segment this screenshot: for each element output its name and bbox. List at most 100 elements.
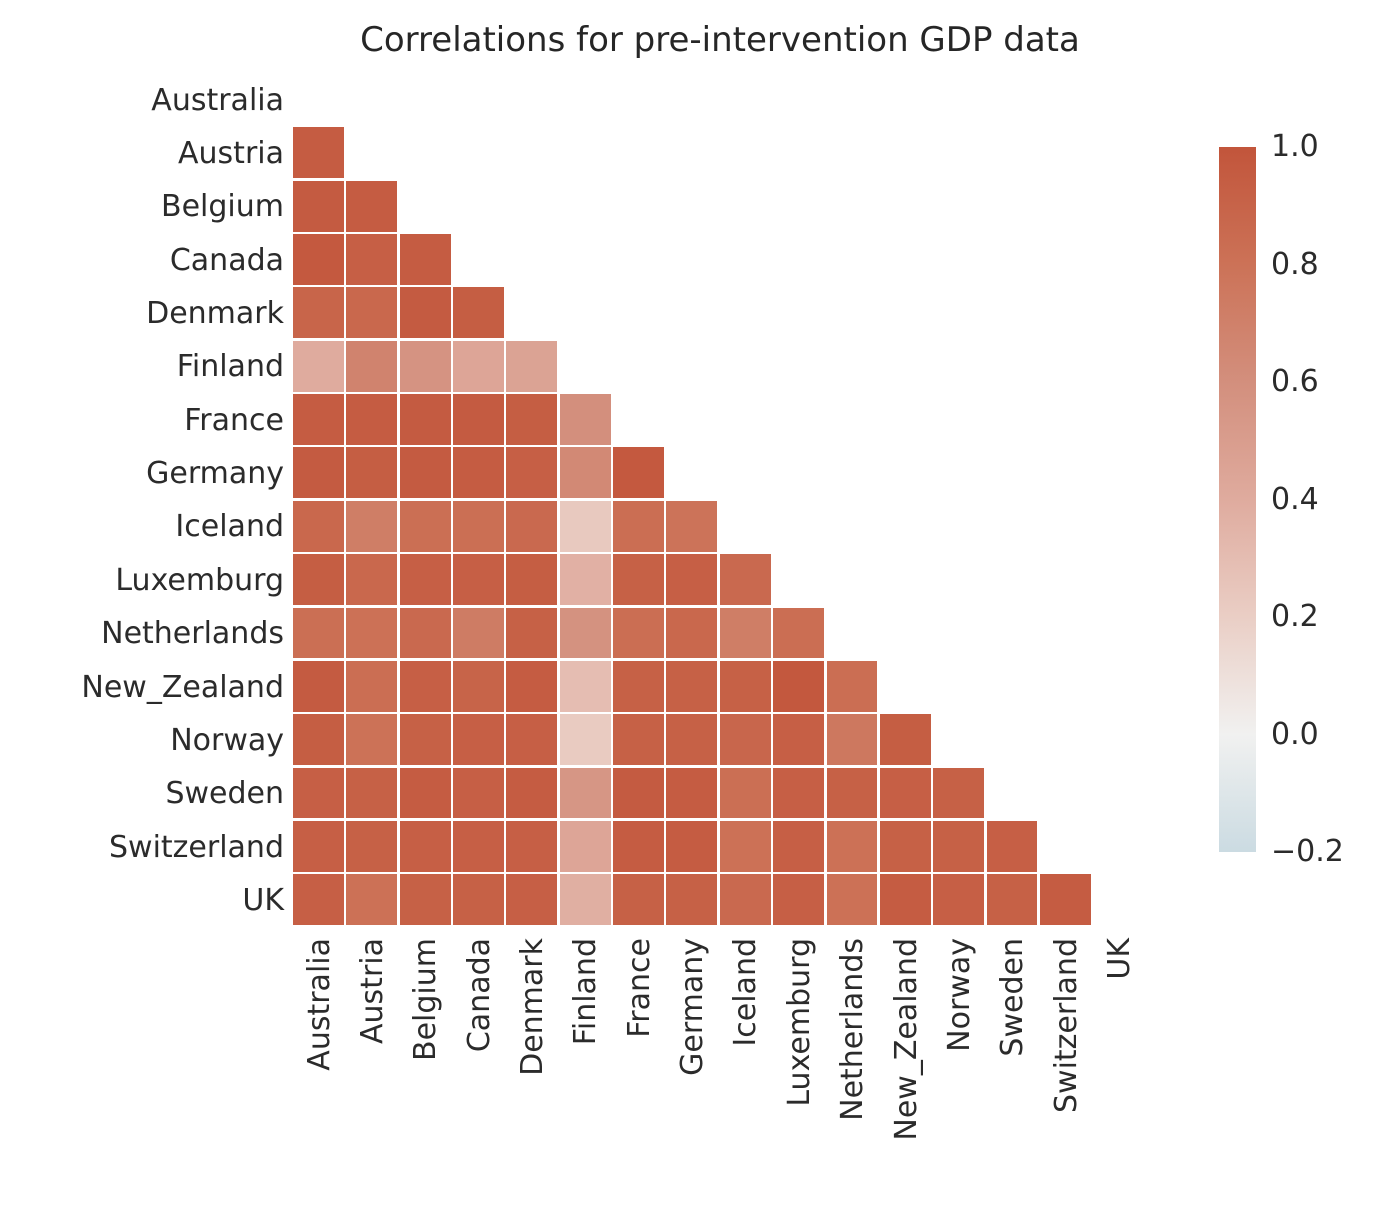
heatmap-cell <box>506 447 558 499</box>
heatmap-cell <box>346 340 398 392</box>
heatmap-cell <box>559 767 611 819</box>
heatmap-cell <box>506 714 558 766</box>
y-axis-label: Netherlands <box>101 616 284 652</box>
heatmap-cell <box>346 607 398 659</box>
heatmap-cell <box>719 767 771 819</box>
x-axis-label: Canada <box>461 938 497 1053</box>
y-axis-label: Switzerland <box>109 829 284 865</box>
heatmap-cell <box>346 874 398 926</box>
heatmap-cell <box>399 714 451 766</box>
heatmap-cell <box>346 554 398 606</box>
heatmap-cell <box>613 820 665 872</box>
y-axis-label: Iceland <box>175 509 284 545</box>
heatmap-cell <box>666 607 718 659</box>
heatmap-cell <box>453 660 504 712</box>
heatmap-cell <box>559 447 611 499</box>
heatmap-cell <box>506 660 558 712</box>
x-axis-label: Sweden <box>995 938 1031 1057</box>
x-axis-label: Austria <box>355 938 391 1044</box>
heatmap-cell <box>453 394 504 446</box>
heatmap-cell <box>773 607 825 659</box>
heatmap-cell <box>293 500 344 552</box>
heatmap-cell <box>1039 874 1091 926</box>
heatmap-cell <box>453 767 504 819</box>
heatmap-cell <box>399 394 451 446</box>
heatmap-cell <box>346 820 398 872</box>
heatmap-cell <box>506 340 558 392</box>
heatmap-cell <box>453 340 504 392</box>
heatmap-cell <box>346 180 398 232</box>
heatmap-cell <box>506 554 558 606</box>
heatmap-cell <box>559 554 611 606</box>
heatmap-cell <box>399 767 451 819</box>
heatmap-cell <box>453 500 504 552</box>
y-axis-label: Australia <box>151 82 284 118</box>
heatmap-cell <box>453 714 504 766</box>
heatmap-cell <box>293 714 344 766</box>
heatmap-cell <box>399 447 451 499</box>
heatmap-cell <box>453 607 504 659</box>
colorbar-tick-label: 0.8 <box>1271 246 1319 282</box>
x-axis-label: Luxemburg <box>781 938 817 1107</box>
heatmap-cell <box>773 820 825 872</box>
heatmap-cell <box>293 820 344 872</box>
heatmap-cell <box>773 874 825 926</box>
heatmap-cell <box>879 820 931 872</box>
heatmap-cell <box>613 500 665 552</box>
x-axis-label: UK <box>1101 938 1137 980</box>
heatmap-cell <box>719 874 771 926</box>
heatmap-cell <box>666 660 718 712</box>
heatmap-cell <box>826 874 878 926</box>
heatmap-cell <box>879 767 931 819</box>
x-axis-label: Netherlands <box>835 938 871 1121</box>
heatmap-cell <box>613 874 665 926</box>
heatmap-cell <box>293 180 344 232</box>
y-axis-label: Sweden <box>165 776 284 812</box>
heatmap-cell <box>986 820 1038 872</box>
colorbar-gradient <box>1219 147 1256 852</box>
y-axis-label: New_Zealand <box>81 669 284 705</box>
heatmap-cell <box>933 874 985 926</box>
heatmap-cell <box>559 660 611 712</box>
x-axis-label: Germany <box>675 938 711 1076</box>
y-axis-label: Denmark <box>146 296 284 332</box>
heatmap-cell <box>346 447 398 499</box>
y-axis-label: France <box>184 402 284 438</box>
heatmap-cell <box>293 874 344 926</box>
heatmap-cell <box>399 340 451 392</box>
heatmap-cell <box>346 394 398 446</box>
x-axis-label: Switzerland <box>1048 938 1084 1113</box>
heatmap-cell <box>399 820 451 872</box>
heatmap-cell <box>559 394 611 446</box>
heatmap-cell <box>773 767 825 819</box>
heatmap-cell <box>346 714 398 766</box>
heatmap-cell <box>826 660 878 712</box>
heatmap-cell <box>719 660 771 712</box>
heatmap-cell <box>666 500 718 552</box>
heatmap-cell <box>293 660 344 712</box>
heatmap-cell <box>613 554 665 606</box>
heatmap-cell <box>399 234 451 285</box>
y-axis-label: Canada <box>169 242 284 278</box>
heatmap-cell <box>399 287 451 339</box>
heatmap-cell <box>666 767 718 819</box>
heatmap-cell <box>826 767 878 819</box>
x-axis-label: France <box>621 938 657 1038</box>
heatmap-cell <box>399 607 451 659</box>
heatmap-cell <box>559 500 611 552</box>
heatmap-cell <box>719 820 771 872</box>
heatmap-cell <box>399 554 451 606</box>
heatmap-cell <box>346 500 398 552</box>
heatmap-cell <box>986 874 1038 926</box>
y-axis-label: UK <box>242 882 284 918</box>
heatmap-cell <box>719 714 771 766</box>
heatmap-cell <box>559 607 611 659</box>
heatmap-cell <box>293 607 344 659</box>
y-axis-label: Luxemburg <box>115 562 284 598</box>
heatmap-cell <box>773 660 825 712</box>
heatmap-cell <box>453 554 504 606</box>
heatmap-cell <box>293 767 344 819</box>
heatmap-cell <box>613 607 665 659</box>
colorbar-tick-label: −0.2 <box>1271 834 1344 869</box>
heatmap-cell <box>613 660 665 712</box>
